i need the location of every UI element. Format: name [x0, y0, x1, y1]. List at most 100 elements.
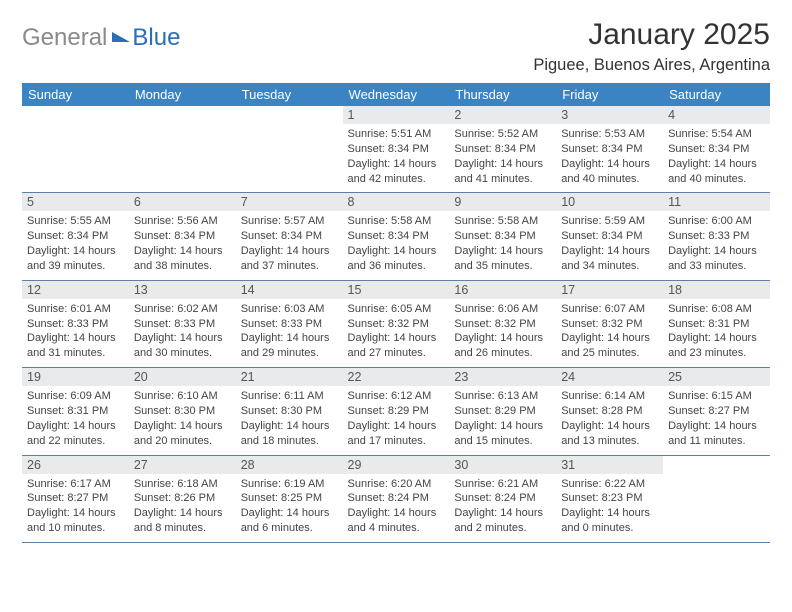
day-body: Sunrise: 5:51 AMSunset: 8:34 PMDaylight:…	[343, 124, 450, 192]
day-info-line: Daylight: 14 hours and 20 minutes.	[134, 419, 231, 449]
day-info-line: Sunrise: 6:10 AM	[134, 389, 231, 404]
calendar-cell: 30Sunrise: 6:21 AMSunset: 8:24 PMDayligh…	[449, 455, 556, 542]
day-number: 27	[129, 456, 236, 474]
day-info-line: Daylight: 14 hours and 17 minutes.	[348, 419, 445, 449]
day-info-line: Sunset: 8:25 PM	[241, 491, 338, 506]
calendar-cell: 8Sunrise: 5:58 AMSunset: 8:34 PMDaylight…	[343, 193, 450, 280]
calendar-cell: 26Sunrise: 6:17 AMSunset: 8:27 PMDayligh…	[22, 455, 129, 542]
day-number: 16	[449, 281, 556, 299]
day-number: 15	[343, 281, 450, 299]
brand-triangle-icon	[112, 32, 130, 42]
day-body: Sunrise: 6:20 AMSunset: 8:24 PMDaylight:…	[343, 474, 450, 542]
day-info-line: Sunrise: 6:12 AM	[348, 389, 445, 404]
calendar-cell: 27Sunrise: 6:18 AMSunset: 8:26 PMDayligh…	[129, 455, 236, 542]
calendar-cell: 16Sunrise: 6:06 AMSunset: 8:32 PMDayligh…	[449, 280, 556, 367]
day-info-line: Sunrise: 6:20 AM	[348, 477, 445, 492]
day-body: Sunrise: 6:14 AMSunset: 8:28 PMDaylight:…	[556, 386, 663, 454]
calendar-cell: 4Sunrise: 5:54 AMSunset: 8:34 PMDaylight…	[663, 106, 770, 193]
day-info-line: Daylight: 14 hours and 11 minutes.	[668, 419, 765, 449]
calendar-cell: 29Sunrise: 6:20 AMSunset: 8:24 PMDayligh…	[343, 455, 450, 542]
day-info-line: Sunset: 8:30 PM	[134, 404, 231, 419]
day-info-line: Daylight: 14 hours and 26 minutes.	[454, 331, 551, 361]
day-info-line: Sunset: 8:34 PM	[454, 142, 551, 157]
calendar-week-row: 26Sunrise: 6:17 AMSunset: 8:27 PMDayligh…	[22, 455, 770, 542]
day-info-line: Daylight: 14 hours and 40 minutes.	[561, 157, 658, 187]
day-info-line: Daylight: 14 hours and 13 minutes.	[561, 419, 658, 449]
calendar-cell: 15Sunrise: 6:05 AMSunset: 8:32 PMDayligh…	[343, 280, 450, 367]
day-info-line: Daylight: 14 hours and 22 minutes.	[27, 419, 124, 449]
day-number: 1	[343, 106, 450, 124]
day-info-line: Sunrise: 6:13 AM	[454, 389, 551, 404]
day-body: Sunrise: 6:02 AMSunset: 8:33 PMDaylight:…	[129, 299, 236, 367]
day-info-line: Daylight: 14 hours and 40 minutes.	[668, 157, 765, 187]
day-info-line: Sunset: 8:33 PM	[668, 229, 765, 244]
day-info-line: Sunrise: 6:06 AM	[454, 302, 551, 317]
day-info-line: Daylight: 14 hours and 42 minutes.	[348, 157, 445, 187]
calendar-cell: 2Sunrise: 5:52 AMSunset: 8:34 PMDaylight…	[449, 106, 556, 193]
day-info-line: Sunset: 8:32 PM	[561, 317, 658, 332]
day-info-line: Sunset: 8:34 PM	[561, 229, 658, 244]
day-info-line: Sunrise: 6:09 AM	[27, 389, 124, 404]
day-info-line: Sunrise: 6:15 AM	[668, 389, 765, 404]
calendar-cell: 23Sunrise: 6:13 AMSunset: 8:29 PMDayligh…	[449, 368, 556, 455]
calendar-cell: 9Sunrise: 5:58 AMSunset: 8:34 PMDaylight…	[449, 193, 556, 280]
day-info-line: Sunrise: 5:52 AM	[454, 127, 551, 142]
day-number: 17	[556, 281, 663, 299]
day-number: 18	[663, 281, 770, 299]
day-info-line: Daylight: 14 hours and 8 minutes.	[134, 506, 231, 536]
day-info-line: Sunset: 8:34 PM	[241, 229, 338, 244]
day-number: 25	[663, 368, 770, 386]
day-number: 20	[129, 368, 236, 386]
day-info-line: Sunrise: 6:01 AM	[27, 302, 124, 317]
col-header: Friday	[556, 83, 663, 106]
day-number: 11	[663, 193, 770, 211]
day-info-line: Sunrise: 6:22 AM	[561, 477, 658, 492]
day-info-line: Sunset: 8:28 PM	[561, 404, 658, 419]
day-info-line: Daylight: 14 hours and 10 minutes.	[27, 506, 124, 536]
day-info-line: Sunset: 8:29 PM	[348, 404, 445, 419]
page-title: January 2025	[533, 18, 770, 52]
day-number: 19	[22, 368, 129, 386]
calendar-cell: 17Sunrise: 6:07 AMSunset: 8:32 PMDayligh…	[556, 280, 663, 367]
calendar-week-row: 1Sunrise: 5:51 AMSunset: 8:34 PMDaylight…	[22, 106, 770, 193]
day-info-line: Sunset: 8:33 PM	[134, 317, 231, 332]
day-body: Sunrise: 6:19 AMSunset: 8:25 PMDaylight:…	[236, 474, 343, 542]
day-info-line: Sunrise: 6:17 AM	[27, 477, 124, 492]
day-info-line: Daylight: 14 hours and 31 minutes.	[27, 331, 124, 361]
day-number: 7	[236, 193, 343, 211]
calendar-cell: 1Sunrise: 5:51 AMSunset: 8:34 PMDaylight…	[343, 106, 450, 193]
day-info-line: Sunset: 8:34 PM	[134, 229, 231, 244]
day-info-line: Daylight: 14 hours and 34 minutes.	[561, 244, 658, 274]
calendar-cell: 6Sunrise: 5:56 AMSunset: 8:34 PMDaylight…	[129, 193, 236, 280]
day-number	[236, 106, 343, 124]
day-number: 29	[343, 456, 450, 474]
day-body: Sunrise: 6:09 AMSunset: 8:31 PMDaylight:…	[22, 386, 129, 454]
calendar-cell: 18Sunrise: 6:08 AMSunset: 8:31 PMDayligh…	[663, 280, 770, 367]
day-info-line: Sunset: 8:24 PM	[348, 491, 445, 506]
day-info-line: Sunset: 8:31 PM	[668, 317, 765, 332]
day-number: 23	[449, 368, 556, 386]
day-body: Sunrise: 6:03 AMSunset: 8:33 PMDaylight:…	[236, 299, 343, 367]
day-number: 10	[556, 193, 663, 211]
day-body	[236, 124, 343, 180]
day-body: Sunrise: 5:59 AMSunset: 8:34 PMDaylight:…	[556, 211, 663, 279]
col-header: Saturday	[663, 83, 770, 106]
calendar-cell: 11Sunrise: 6:00 AMSunset: 8:33 PMDayligh…	[663, 193, 770, 280]
col-header: Thursday	[449, 83, 556, 106]
day-body	[663, 474, 770, 530]
day-body: Sunrise: 6:00 AMSunset: 8:33 PMDaylight:…	[663, 211, 770, 279]
day-info-line: Daylight: 14 hours and 29 minutes.	[241, 331, 338, 361]
calendar-cell	[236, 106, 343, 193]
calendar-week-row: 12Sunrise: 6:01 AMSunset: 8:33 PMDayligh…	[22, 280, 770, 367]
calendar-cell	[22, 106, 129, 193]
day-info-line: Sunrise: 6:08 AM	[668, 302, 765, 317]
col-header: Tuesday	[236, 83, 343, 106]
day-info-line: Sunset: 8:27 PM	[27, 491, 124, 506]
day-number: 28	[236, 456, 343, 474]
calendar-cell: 25Sunrise: 6:15 AMSunset: 8:27 PMDayligh…	[663, 368, 770, 455]
day-body: Sunrise: 6:12 AMSunset: 8:29 PMDaylight:…	[343, 386, 450, 454]
day-info-line: Sunrise: 5:57 AM	[241, 214, 338, 229]
day-number: 6	[129, 193, 236, 211]
day-info-line: Daylight: 14 hours and 35 minutes.	[454, 244, 551, 274]
day-info-line: Daylight: 14 hours and 37 minutes.	[241, 244, 338, 274]
